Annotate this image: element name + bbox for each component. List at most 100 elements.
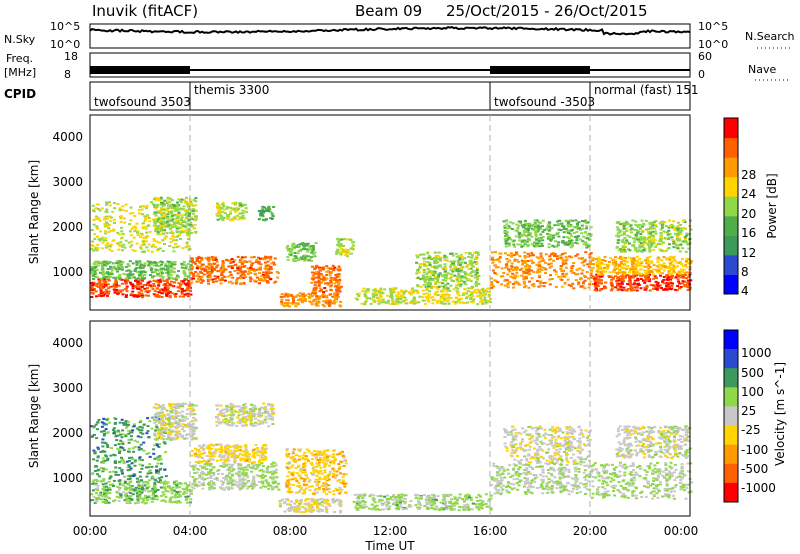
data-cell: [685, 257, 689, 260]
data-cell: [267, 210, 270, 212]
data-cell: [138, 273, 141, 276]
data-cell: [459, 269, 463, 272]
data-cell: [91, 482, 95, 485]
data-cell: [184, 217, 188, 220]
data-cell: [417, 301, 421, 304]
data-cell: [152, 448, 156, 451]
data-cell: [197, 280, 201, 283]
data-cell: [153, 457, 157, 460]
data-cell: [667, 237, 671, 240]
data-cell: [597, 278, 601, 281]
data-cell: [109, 454, 113, 457]
data-cell: [135, 286, 139, 289]
data-cell: [190, 231, 194, 234]
data-cell: [118, 207, 122, 210]
data-cell: [579, 228, 583, 231]
data-cell: [142, 243, 146, 246]
data-cell: [553, 253, 557, 256]
data-cell: [138, 491, 141, 494]
data-cell: [412, 291, 416, 294]
data-cell: [426, 267, 430, 270]
data-cell: [285, 302, 289, 305]
data-cell: [391, 301, 395, 304]
data-cell: [157, 279, 161, 282]
data-cell: [322, 268, 326, 271]
data-cell: [673, 226, 677, 229]
data-cell: [160, 267, 164, 270]
data-cell: [515, 266, 519, 269]
data-cell: [630, 227, 634, 230]
data-cell: [104, 221, 108, 224]
data-cell: [145, 452, 149, 455]
data-cell: [340, 250, 344, 253]
data-cell: [92, 449, 96, 452]
data-cell: [429, 271, 433, 274]
data-cell: [580, 224, 584, 227]
data-cell: [454, 252, 458, 255]
data-cell: [146, 287, 149, 290]
data-cell: [173, 263, 177, 266]
data-cell: [312, 300, 316, 303]
data-cell: [163, 486, 167, 489]
data-cell: [202, 273, 206, 276]
data-cell: [106, 492, 110, 495]
data-cell: [428, 279, 432, 282]
data-cell: [179, 200, 183, 203]
data-cell: [200, 256, 203, 259]
data-cell: [599, 288, 603, 291]
data-cell: [183, 289, 186, 292]
data-cell: [611, 261, 615, 264]
data-cell: [235, 208, 239, 211]
data-cell: [530, 227, 534, 230]
data-cell: [478, 289, 482, 292]
data-cell: [633, 282, 637, 285]
data-cell: [143, 484, 147, 487]
data-cell: [516, 281, 520, 284]
data-cell: [539, 236, 543, 239]
data-cell: [153, 264, 156, 267]
data-cell: [548, 226, 552, 229]
data-cell: [171, 226, 174, 229]
data-cell: [475, 271, 479, 274]
data-cell: [92, 209, 95, 212]
data-cell: [179, 207, 183, 210]
data-cell: [684, 237, 687, 240]
data-cell: [503, 226, 507, 229]
data-cell: [305, 244, 309, 247]
data-cell: [163, 487, 167, 490]
data-cell: [544, 272, 547, 274]
data-cell: [419, 285, 423, 288]
data-cell: [172, 482, 176, 485]
data-cell: [457, 280, 461, 283]
data-cell: [542, 229, 546, 231]
data-cell: [231, 202, 235, 205]
data-cell: [677, 230, 681, 233]
data-cell: [121, 289, 124, 292]
data-cell: [183, 491, 187, 493]
data-cell: [134, 294, 138, 297]
data-cell: [471, 300, 475, 303]
data-cell: [204, 268, 208, 271]
data-cell: [269, 278, 273, 281]
data-cell: [95, 295, 98, 298]
data-cell: [199, 276, 203, 279]
data-cell: [474, 280, 478, 283]
data-cell: [629, 285, 633, 287]
data-cell: [621, 244, 625, 247]
data-cell: [214, 258, 218, 261]
data-cell: [636, 250, 639, 253]
data-cell: [153, 211, 157, 214]
data-cell: [615, 280, 619, 283]
data-cell: [163, 243, 166, 245]
data-cell: [612, 270, 616, 273]
data-cell: [533, 242, 537, 245]
data-cell: [229, 280, 233, 283]
data-cell: [303, 256, 307, 259]
data-cell: [442, 295, 446, 298]
data-cell: [142, 274, 146, 277]
data-cell: [170, 224, 174, 227]
data-cell: [186, 282, 190, 285]
data-cell: [161, 491, 165, 494]
data-cell: [459, 266, 463, 269]
data-cell: [519, 243, 523, 246]
